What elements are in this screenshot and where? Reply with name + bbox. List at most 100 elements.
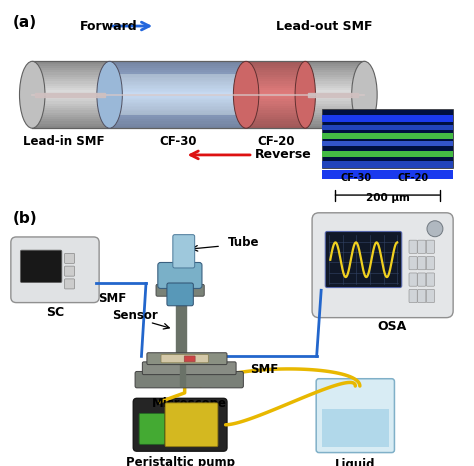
Polygon shape (32, 88, 109, 90)
FancyBboxPatch shape (426, 289, 435, 302)
FancyBboxPatch shape (20, 250, 62, 282)
FancyBboxPatch shape (133, 398, 227, 451)
Polygon shape (246, 93, 305, 95)
Polygon shape (32, 115, 109, 117)
Polygon shape (117, 96, 244, 97)
Ellipse shape (427, 221, 443, 237)
Polygon shape (305, 70, 365, 73)
Polygon shape (305, 93, 365, 95)
Polygon shape (246, 90, 305, 93)
Polygon shape (305, 113, 365, 115)
FancyBboxPatch shape (147, 353, 227, 364)
Polygon shape (246, 62, 305, 63)
Polygon shape (305, 102, 365, 103)
Polygon shape (180, 354, 185, 386)
Polygon shape (117, 90, 244, 92)
Text: SC: SC (46, 306, 64, 319)
FancyBboxPatch shape (426, 240, 435, 254)
FancyBboxPatch shape (409, 257, 417, 270)
Polygon shape (305, 79, 365, 82)
Polygon shape (246, 77, 305, 79)
FancyBboxPatch shape (426, 257, 435, 270)
Polygon shape (246, 95, 305, 97)
Polygon shape (109, 108, 246, 110)
Polygon shape (246, 99, 305, 102)
Text: Peristaltic pump: Peristaltic pump (126, 456, 235, 466)
Polygon shape (117, 81, 244, 82)
Polygon shape (305, 115, 365, 117)
Polygon shape (109, 99, 246, 102)
Polygon shape (246, 115, 305, 117)
FancyBboxPatch shape (139, 413, 164, 445)
FancyBboxPatch shape (418, 289, 426, 302)
Polygon shape (322, 171, 453, 178)
Polygon shape (109, 83, 246, 86)
Polygon shape (117, 89, 244, 90)
FancyBboxPatch shape (312, 213, 453, 318)
Polygon shape (117, 84, 244, 85)
Polygon shape (322, 115, 453, 122)
Polygon shape (246, 82, 305, 83)
Polygon shape (117, 78, 244, 80)
Polygon shape (246, 126, 305, 128)
Polygon shape (32, 75, 109, 77)
Polygon shape (305, 97, 365, 99)
Polygon shape (305, 95, 365, 97)
Polygon shape (32, 110, 109, 113)
Polygon shape (32, 79, 109, 82)
Polygon shape (32, 108, 109, 110)
Polygon shape (117, 85, 244, 87)
Polygon shape (109, 88, 246, 90)
Polygon shape (109, 73, 246, 75)
Polygon shape (117, 113, 244, 114)
Polygon shape (109, 77, 246, 79)
Polygon shape (32, 93, 109, 95)
Polygon shape (109, 97, 246, 99)
FancyBboxPatch shape (142, 362, 236, 375)
Polygon shape (305, 103, 365, 106)
Polygon shape (109, 102, 246, 103)
Polygon shape (246, 113, 305, 115)
Text: Forward: Forward (80, 20, 137, 33)
Polygon shape (305, 68, 365, 70)
FancyBboxPatch shape (322, 109, 453, 168)
Polygon shape (117, 77, 244, 78)
Text: SMF: SMF (98, 292, 127, 305)
Polygon shape (305, 73, 365, 75)
Polygon shape (246, 102, 305, 103)
Polygon shape (305, 122, 365, 124)
Polygon shape (117, 95, 244, 96)
FancyBboxPatch shape (418, 240, 426, 254)
FancyBboxPatch shape (161, 355, 209, 363)
Polygon shape (32, 90, 109, 93)
Polygon shape (109, 119, 246, 122)
Polygon shape (32, 102, 109, 103)
Polygon shape (305, 126, 365, 128)
Polygon shape (246, 124, 305, 126)
Text: (a): (a) (13, 15, 37, 30)
Text: CF-20: CF-20 (398, 172, 429, 183)
Polygon shape (322, 409, 389, 446)
Polygon shape (32, 86, 109, 88)
Polygon shape (246, 117, 305, 119)
Text: CF-30: CF-30 (340, 172, 371, 183)
Polygon shape (32, 73, 109, 75)
FancyBboxPatch shape (316, 379, 394, 452)
Polygon shape (109, 90, 246, 93)
Polygon shape (305, 88, 365, 90)
Polygon shape (246, 122, 305, 124)
Polygon shape (109, 106, 246, 108)
Polygon shape (246, 108, 305, 110)
Polygon shape (117, 110, 244, 111)
Polygon shape (305, 90, 365, 93)
Polygon shape (117, 107, 244, 109)
Polygon shape (117, 88, 244, 89)
Polygon shape (109, 95, 246, 97)
Polygon shape (109, 115, 246, 117)
Polygon shape (305, 119, 365, 122)
Text: CF-30: CF-30 (159, 135, 197, 148)
Polygon shape (109, 75, 246, 77)
Polygon shape (109, 70, 246, 73)
Ellipse shape (97, 62, 122, 128)
Polygon shape (109, 124, 246, 126)
